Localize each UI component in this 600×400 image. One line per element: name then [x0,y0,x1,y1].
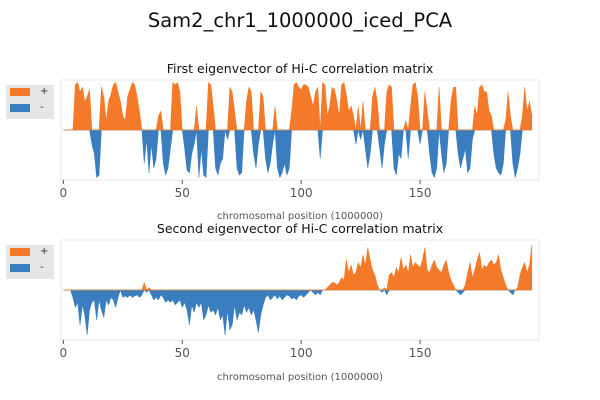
legend-entry-negative: - [6,261,54,277]
panel-1-positive-area [63,81,533,131]
panel-2-xtick-label: 0 [60,346,68,360]
legend-entry-negative: - [6,101,54,117]
panel-1-negative-area [63,129,532,179]
panel-1-title: First eigenvector of Hi-C correlation ma… [167,61,434,76]
panel-1-legend: + - [6,85,54,119]
legend-swatch-negative [10,264,30,272]
legend-swatch-positive [10,88,30,96]
panel-2-series-positive [63,244,533,291]
panel-1-series-negative [63,129,532,179]
panel-1-xtick-label: 0 [60,186,68,200]
panel-2: Second eigenvector of Hi-C correlation m… [60,221,540,383]
panel-1-xticks: 0 50 100 150 [60,180,432,200]
panel-2-xticks: 0 50 100 150 [60,340,432,360]
panel-1-frame [60,79,540,181]
panel-2-positive-area [63,244,533,291]
panel-1-xtick-label: 50 [175,186,190,200]
legend-swatch-positive [10,248,30,256]
legend-label-negative: - [40,262,44,273]
panel-2-frame [60,239,540,341]
panel-2-title: Second eigenvector of Hi-C correlation m… [157,221,443,236]
panel-2-xtick-label: 150 [409,346,432,360]
legend-label-positive: + [40,86,49,97]
panel-1-xtick-label: 100 [290,186,313,200]
panel-2-series-negative [63,289,532,336]
legend-swatch-negative [10,104,30,112]
legend-entry-positive: + [6,245,54,261]
figure-title: Sam2_chr1_1000000_iced_PCA [147,9,453,32]
panel-2-legend: + - [6,245,54,279]
panel-1-xlabel: chromosomal position (1000000) [217,211,383,222]
panel-2-negative-area [63,289,532,336]
panel-2-xtick-label: 50 [175,346,190,360]
legend-label-negative: - [40,102,44,113]
panel-2-xlabel: chromosomal position (1000000) [217,372,383,383]
panel-1-series-positive [63,81,533,131]
legend-label-positive: + [40,246,49,257]
legend-entry-positive: + [6,85,54,101]
panel-1-xtick-label: 150 [409,186,432,200]
panel-1: First eigenvector of Hi-C correlation ma… [60,61,540,222]
panel-2-xtick-label: 100 [290,346,313,360]
